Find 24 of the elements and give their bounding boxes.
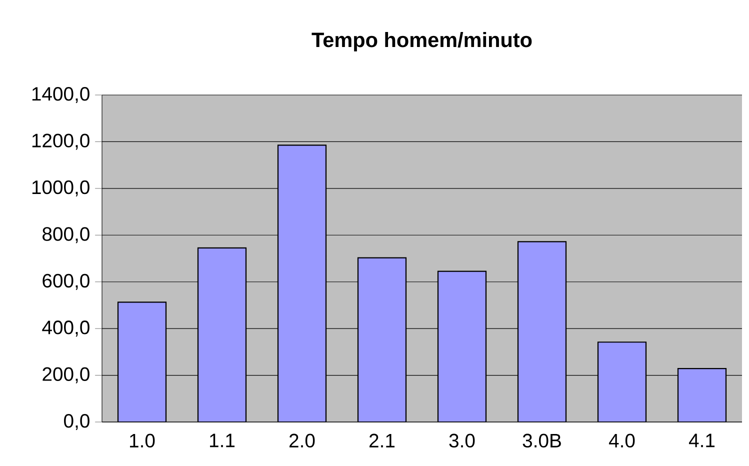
bar bbox=[278, 145, 326, 422]
bar bbox=[358, 258, 406, 422]
bar bbox=[518, 242, 566, 422]
x-tick-label: 3.0B bbox=[522, 434, 561, 448]
y-tick-label: 800,0 bbox=[42, 227, 90, 244]
y-tick-label: 0,0 bbox=[64, 414, 90, 430]
y-tick-label: 1000,0 bbox=[32, 180, 90, 196]
bar bbox=[118, 302, 166, 422]
bar bbox=[438, 271, 486, 422]
x-tick-label: 2.0 bbox=[290, 434, 315, 448]
y-tick-label: 200,0 bbox=[42, 367, 90, 384]
x-tick-label: 1.0 bbox=[130, 434, 155, 448]
y-tick-label: 400,0 bbox=[42, 320, 90, 337]
bar bbox=[198, 248, 246, 422]
y-tick-label: 1200,0 bbox=[32, 134, 90, 150]
x-tick-label: 3.0 bbox=[449, 434, 475, 448]
chart-title: Tempo homem/minuto bbox=[312, 32, 532, 52]
x-tick-label: 1.1 bbox=[210, 434, 235, 448]
x-tick-label: 4.0 bbox=[608, 434, 635, 448]
y-tick-label: 600,0 bbox=[42, 274, 90, 290]
y-tick-label: 1400,0 bbox=[32, 86, 90, 103]
x-tick-label: 2.1 bbox=[370, 434, 395, 448]
x-tick-label: 4.1 bbox=[688, 434, 715, 448]
bar bbox=[598, 342, 646, 422]
